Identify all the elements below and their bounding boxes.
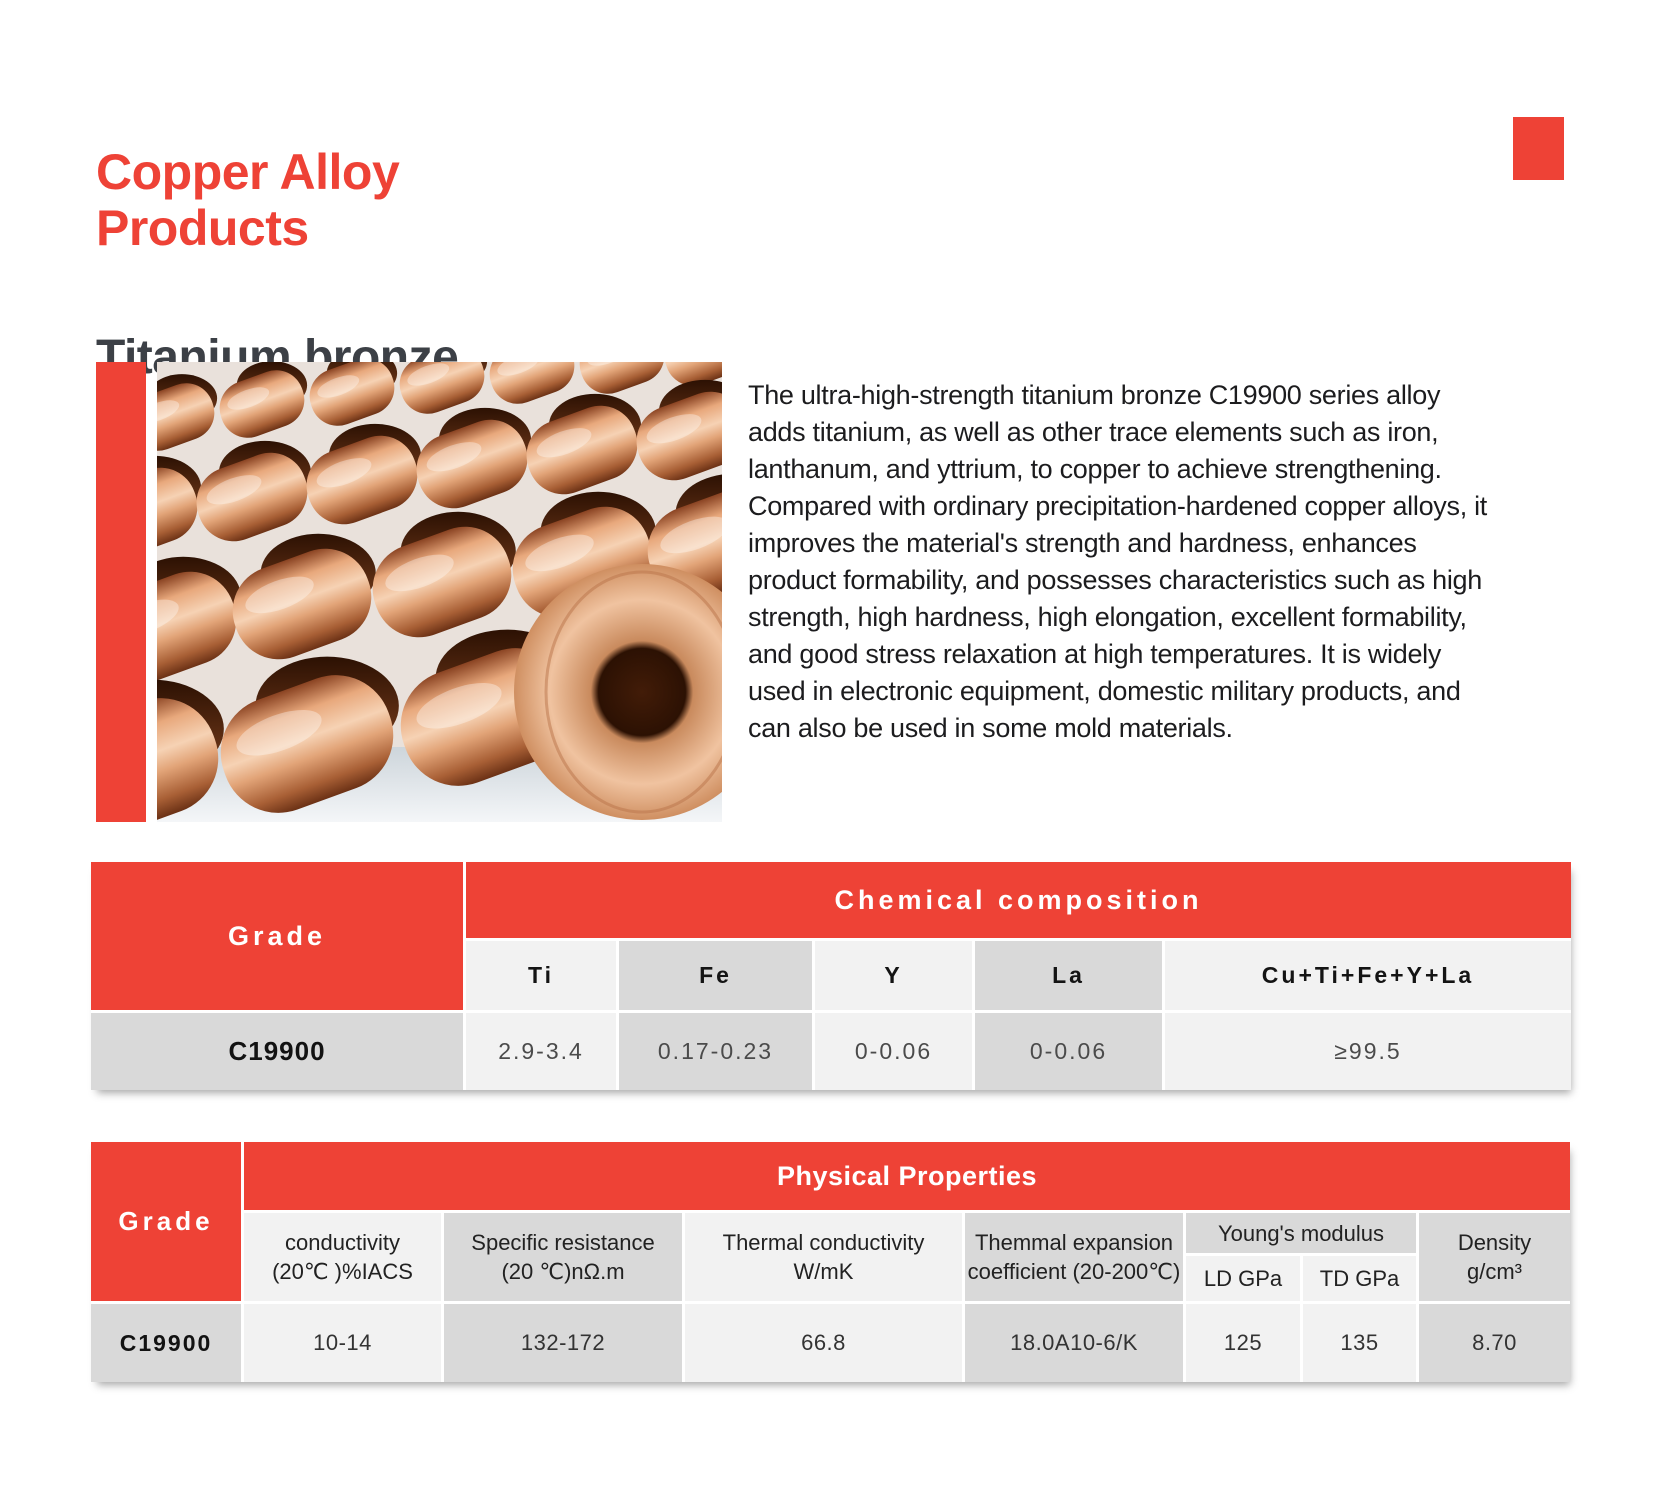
chem-col-header-la: La xyxy=(975,941,1162,1010)
chem-col-header-y: Y xyxy=(815,941,972,1010)
chem-value-sum: ≥99.5 xyxy=(1165,1013,1571,1090)
phys-col-header-thermal-conductivity: Thermal conductivity W/mK xyxy=(685,1213,962,1301)
section-description: The ultra-high-strength titanium bronze … xyxy=(748,380,1487,743)
chem-value-la: 0-0.06 xyxy=(975,1013,1162,1090)
phys-col-header-density: Density g/cm³ xyxy=(1419,1213,1570,1301)
phys-value-density: 8.70 xyxy=(1419,1304,1570,1382)
phys-grade-header: Grade xyxy=(91,1142,241,1301)
chem-value-ti: 2.9-3.4 xyxy=(466,1013,616,1090)
phys-value-td-gpa: 135 xyxy=(1303,1304,1416,1382)
youngs-modulus-group: Young's modulus LD GPa TD GPa xyxy=(1186,1213,1416,1301)
chem-row-grade: C19900 xyxy=(91,1013,463,1090)
chem-grade-header: Grade xyxy=(91,862,463,1010)
chem-col-header-fe: Fe xyxy=(619,941,812,1010)
phys-value-conductivity: 10-14 xyxy=(244,1304,441,1382)
page-title: Copper Alloy Products xyxy=(96,143,400,256)
phys-col-header-td-gpa: TD GPa xyxy=(1303,1256,1416,1301)
accent-side-bar xyxy=(96,362,146,822)
physical-properties-table: Grade Physical Properties conductivity (… xyxy=(91,1142,1570,1382)
phys-col-header-youngs-modulus: Young's modulus xyxy=(1186,1213,1416,1253)
phys-col-header-ld-gpa: LD GPa xyxy=(1186,1256,1300,1301)
phys-table-header: Physical Properties xyxy=(244,1142,1570,1210)
phys-row-grade: C19900 xyxy=(91,1304,241,1382)
phys-value-ld-gpa: 125 xyxy=(1186,1304,1300,1382)
chem-col-header-sum: Cu+Ti+Fe+Y+La xyxy=(1165,941,1571,1010)
phys-value-thermal-conductivity: 66.8 xyxy=(685,1304,962,1382)
corner-accent-square xyxy=(1513,117,1564,180)
phys-col-header-specific-resistance: Specific resistance (20 ℃)nΩ.m xyxy=(444,1213,682,1301)
chem-table-header: Chemical composition xyxy=(466,862,1571,938)
phys-value-thermal-expansion: 18.0A10-6/K xyxy=(965,1304,1183,1382)
phys-value-specific-resistance: 132-172 xyxy=(444,1304,682,1382)
phys-col-header-thermal-expansion: Themmal expansion coefficient (20-200℃) xyxy=(965,1213,1183,1301)
chem-col-header-ti: Ti xyxy=(466,941,616,1010)
chemical-composition-table: Grade Chemical composition Ti Fe Y La Cu… xyxy=(91,862,1571,1090)
chem-value-y: 0-0.06 xyxy=(815,1013,972,1090)
copper-coils-image xyxy=(157,362,722,822)
chem-value-fe: 0.17-0.23 xyxy=(619,1013,812,1090)
phys-col-header-conductivity: conductivity (20℃ )%IACS xyxy=(244,1213,441,1301)
